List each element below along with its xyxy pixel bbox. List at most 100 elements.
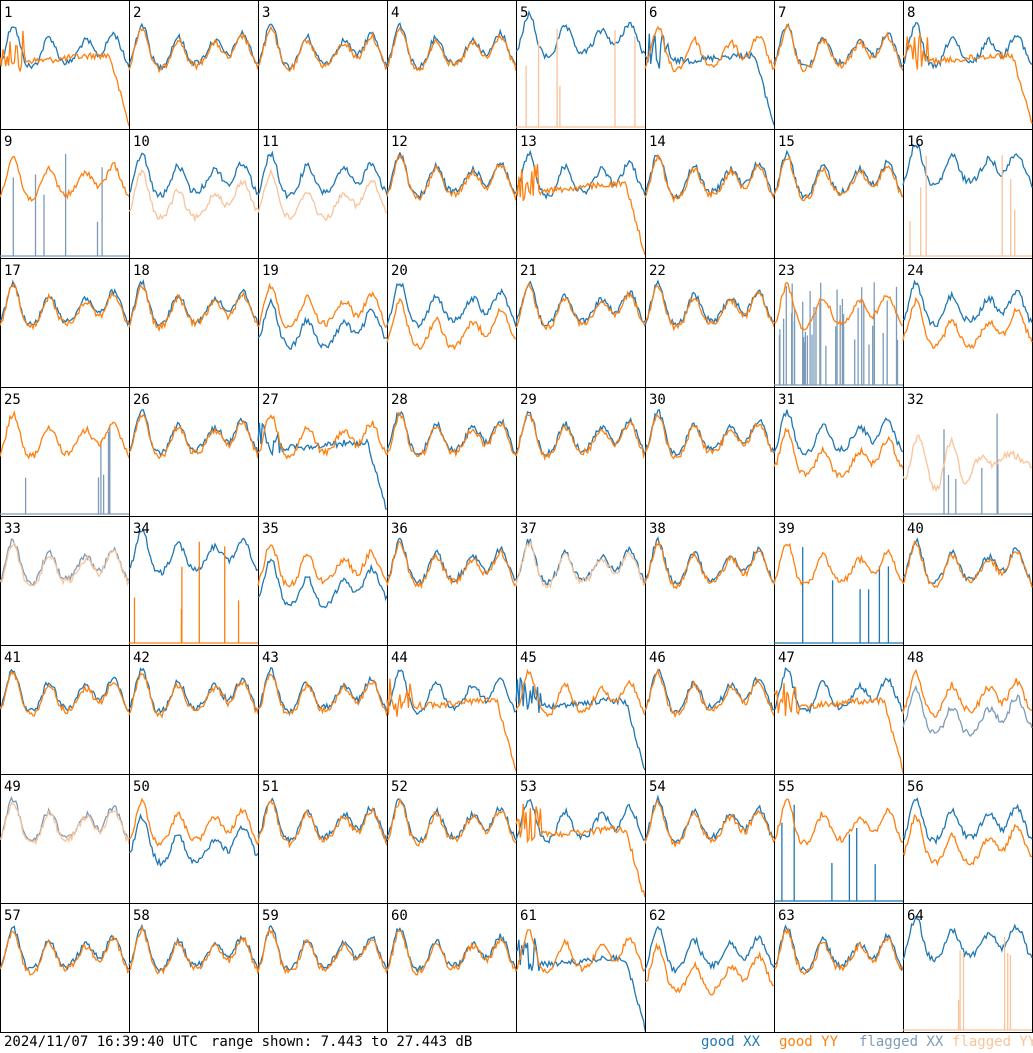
legend-flagged-xx: flagged XX [859,1034,944,1050]
series-yy-good [902,813,1033,867]
series-xx-good [128,528,259,577]
series-yy-good [257,414,388,460]
panel-26: 26 [128,387,259,517]
panel-37: 37 [515,516,646,646]
series-xx-good [902,279,1033,328]
panel-27: 27 [257,387,388,517]
series-xx-good [516,938,646,1031]
panel-50: 50 [128,774,259,904]
panel-label: 46 [649,650,666,666]
panel-38: 38 [644,516,775,646]
panel-label: 53 [520,779,537,795]
series-xx-good [257,150,388,200]
legend-good-xx: good XX [701,1034,761,1050]
series-yy-good [515,282,646,331]
series-yy-good [773,281,904,331]
series-xx-flagged [0,425,129,515]
panel-label: 59 [262,908,279,924]
series-xx-good [644,668,775,714]
panel-14: 14 [644,129,775,259]
panel-43: 43 [257,645,388,775]
panel-label: 6 [649,5,657,21]
series-xx-good [257,558,388,609]
timestamp: 2024/11/07 16:39:40 UTC [4,1034,198,1050]
series-yy-good [773,23,904,72]
panel-label: 13 [520,134,537,150]
panel-20: 20 [386,258,517,388]
panel-63: 63 [773,903,904,1033]
panel-39: 39 [773,516,904,646]
range-text: range shown: 7.443 to 27.443 dB [211,1034,473,1050]
panel-label: 37 [520,521,537,537]
series-yy-good [644,667,775,719]
panel-label: 35 [262,521,279,537]
series-yy-good [386,153,517,201]
series-xx-good [515,798,646,844]
panel-label: 1 [4,5,12,21]
legend-good-yy: good YY [779,1034,839,1050]
series-yy-good [257,544,388,588]
panel-62: 62 [644,903,775,1033]
panel-22: 22 [644,258,775,388]
series-xx-good [902,797,1033,846]
series-yy-good [644,413,775,460]
panel-label: 19 [262,263,279,279]
series-yy-good [773,927,904,976]
panel-label: 20 [391,263,408,279]
panel-label: 30 [649,392,666,408]
panel-56: 56 [902,774,1033,904]
panel-28: 28 [386,387,517,517]
series-xx-good [386,410,517,456]
series-xx-good [128,813,259,867]
panel-label: 56 [907,779,924,795]
series-xx-good [128,152,259,199]
panel-label: 36 [391,521,408,537]
panel-label: 26 [133,392,150,408]
panel-label: 9 [4,134,12,150]
series-xx-good [773,409,904,456]
panel-3: 3 [257,0,388,130]
series-xx-good [515,9,646,60]
panel-11: 11 [257,129,388,259]
panel-label: 60 [391,908,408,924]
panel-label: 39 [778,521,795,537]
panel-label: 10 [133,134,150,150]
panel-label: 4 [391,5,399,21]
series-yy-good [0,155,130,202]
series-yy-good [386,26,517,72]
series-yy-good [386,411,517,458]
panel-19: 19 [257,258,388,388]
panel-label: 5 [520,5,528,21]
panel-61: 61 [515,903,646,1033]
panel-label: 11 [262,134,279,150]
panel-label: 63 [778,908,795,924]
series-yy-flagged [128,169,258,223]
panel-30: 30 [644,387,775,517]
series-yy-good [515,929,646,974]
panel-frame [387,0,517,130]
series-yy-good [515,164,646,256]
panel-60: 60 [386,903,517,1033]
panel-label: 42 [133,650,150,666]
series-xx-good [644,279,775,327]
panel-label: 43 [262,650,279,666]
panel-6: 6 [644,0,775,130]
series-xx-good [902,915,1033,963]
panel-label: 44 [391,650,408,666]
series-yy-good [0,30,130,127]
series-yy-flagged [0,541,130,587]
series-yy-good [644,540,775,590]
series-yy-good [0,409,130,460]
series-yy-good [902,540,1033,589]
series-yy-good [128,672,259,719]
series-xx-good [644,32,775,126]
panel-frame [903,0,1033,130]
series-yy-good [0,282,130,331]
panel-label: 47 [778,650,795,666]
series-yy-good [773,427,904,479]
panel-label: 61 [520,908,537,924]
panel-label: 34 [133,521,150,537]
panel-51: 51 [257,774,388,904]
panel-55: 55 [773,774,904,904]
